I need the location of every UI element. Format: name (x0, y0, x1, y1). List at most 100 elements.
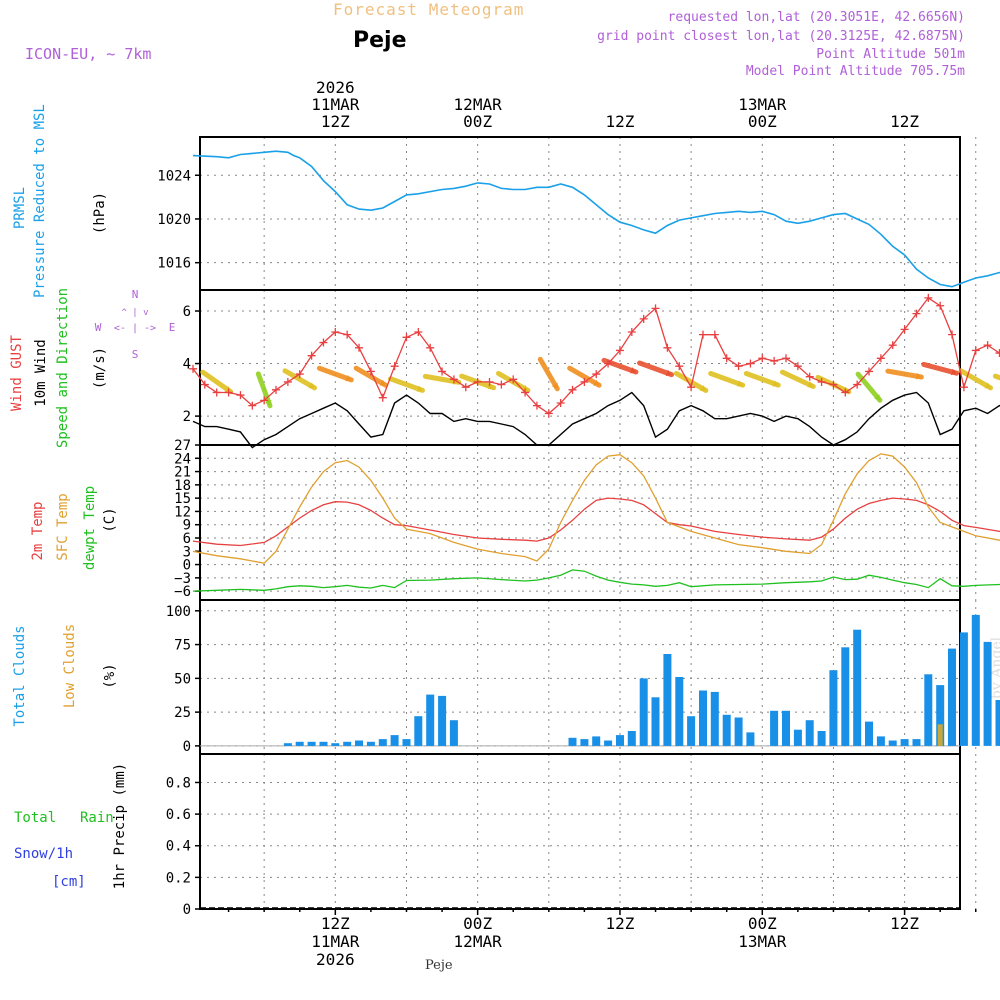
wind-gust-marker (200, 380, 209, 389)
top-time-label: 12MAR (454, 95, 503, 114)
wind-barb-head (308, 382, 315, 389)
footer-location: Peje (425, 958, 453, 973)
y-tick-label: −3 (174, 571, 191, 587)
y-tick-label: 0 (183, 902, 191, 918)
wind-gust-marker (461, 383, 470, 392)
cloud-bar-total (355, 740, 363, 746)
wind-gust-marker (544, 409, 553, 418)
wind-barb-shaft (200, 369, 234, 395)
top-time-label: 11MAR (311, 95, 360, 114)
y-tick-label: 75 (174, 638, 191, 654)
cloud-bar-total (936, 685, 945, 746)
compass-we-arrow: <- | -> (114, 323, 156, 334)
wind-barb-head (265, 399, 272, 406)
y-tick-label: 1024 (157, 168, 191, 184)
wind-barb (637, 360, 675, 378)
cloud-bar-total (639, 678, 648, 746)
wind-gust-marker (438, 367, 447, 376)
wind-barb-shaft (537, 356, 560, 392)
wind-barb (537, 356, 560, 392)
wind-barb (388, 376, 425, 393)
cloud-bar-total (959, 632, 968, 746)
wind-barb (885, 368, 924, 380)
wind-gust-marker (260, 396, 269, 405)
wind-gust-marker (888, 341, 897, 350)
panel-frame (199, 444, 961, 601)
y-tick-label: 12 (174, 504, 191, 520)
wind-gust-marker (366, 367, 375, 376)
top-time-label: 13MAR (738, 95, 787, 114)
snow-unit: [cm] (52, 874, 86, 890)
cloud-bar-total (948, 648, 956, 746)
compass-e: E (169, 321, 176, 334)
wind-barb-shaft (316, 365, 354, 383)
wind-barb (855, 371, 883, 403)
wind-gust-marker (307, 351, 316, 360)
cloud-bar-total (295, 741, 304, 746)
top-time-label: 2026 (316, 78, 355, 97)
wind-gust-marker (698, 330, 707, 339)
bottom-time-label: 13MAR (738, 932, 787, 951)
wind-gust-marker (865, 367, 874, 376)
cloud-bar-total (283, 743, 292, 746)
wind-gust-marker (485, 377, 494, 386)
cloud-bar-total (971, 614, 980, 746)
wind-gust-marker (710, 330, 719, 339)
y-tick-label: 2 (183, 409, 191, 425)
wind-gust-marker (971, 346, 980, 355)
wind-gust-marker (224, 388, 233, 397)
cloud-bar-total (782, 710, 790, 746)
y-tick-label: 1020 (157, 212, 191, 228)
y-tick-label: 0 (183, 558, 191, 574)
wind-gust-marker (236, 391, 245, 400)
wind-barb-head (416, 385, 423, 392)
cloud-bar-total (841, 647, 850, 746)
wind-barb (567, 365, 602, 388)
y-tick-label: 0.4 (166, 839, 191, 855)
wind-barb-shaft (388, 376, 425, 393)
model-point-altitude: Model Point Altitude 705.75m (745, 64, 965, 79)
cloud-bar-total (366, 741, 375, 746)
wind-gust-marker (390, 362, 399, 371)
cloud-bar-total (829, 670, 838, 746)
wind-gust-marker (449, 375, 458, 384)
cloud-bar-total (995, 700, 1000, 746)
y-tick-label: 0.8 (166, 775, 191, 791)
cloud-bar-total (592, 736, 601, 746)
wind-gust-marker (592, 370, 601, 379)
wind-gust-marker (319, 338, 328, 347)
y-tick-label: 6 (183, 304, 191, 320)
requested-coords: requested lon,lat (20.3051E, 42.6656N) (667, 10, 965, 25)
wind-barb-head (487, 382, 494, 390)
bottom-time-label: 11MAR (311, 932, 360, 951)
cloud-bar-total (414, 716, 423, 746)
cloud-bar-total (865, 721, 873, 746)
wind-gust-marker (853, 380, 862, 389)
wind-gust-marker (497, 380, 506, 389)
wind-barb-head (345, 375, 352, 382)
wind-barb-head (699, 385, 706, 391)
wind-gust-marker (876, 354, 885, 363)
y-tick-label: 0 (183, 739, 191, 755)
wind-barb-shaft (353, 365, 389, 388)
cloud-bar-total (307, 741, 316, 746)
snow-label: Snow/1h (14, 846, 74, 862)
y-tick-label: 15 (174, 491, 191, 507)
total-rain-label: Total (14, 810, 57, 826)
wind-gust-marker (414, 328, 423, 337)
wind-gust-marker (675, 362, 684, 371)
wind-barb-head (950, 368, 957, 376)
wind-barb (353, 365, 389, 388)
cloud-bar-total (616, 735, 624, 746)
wind-gust-marker (782, 354, 790, 363)
wind-barb-head (915, 372, 922, 380)
cloud-bar-total (378, 739, 387, 746)
cloud-bar-total (805, 720, 814, 746)
cloud-bar-low (937, 724, 943, 746)
wind-gust-marker (651, 304, 660, 313)
wind-gust-marker (604, 359, 613, 368)
cloud-bar-total (390, 735, 399, 746)
cloud-bar-total (331, 743, 340, 746)
bottom-time-label: 12Z (890, 914, 919, 933)
wind-barb-head (593, 379, 600, 386)
